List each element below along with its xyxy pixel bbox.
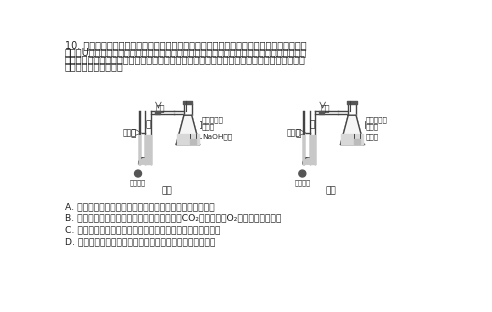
Text: 点，实验中定时记录右管液面高度相对于参考点的变化（忽略其他原因引起的容积变化）。下: 点，实验中定时记录右管液面高度相对于参考点的变化（忽略其他原因引起的容积变化）。… bbox=[64, 54, 306, 64]
Text: NaOH溶液: NaOH溶液 bbox=[202, 134, 232, 140]
Text: 活栓: 活栓 bbox=[320, 105, 330, 114]
Polygon shape bbox=[340, 115, 364, 144]
Circle shape bbox=[299, 170, 306, 177]
Text: 调节螺旋: 调节螺旋 bbox=[294, 179, 310, 186]
Text: 蒸馏水: 蒸馏水 bbox=[366, 134, 379, 140]
Text: 葡萄糖溶液: 葡萄糖溶液 bbox=[366, 116, 388, 123]
Text: A. 甲组右管液面变化，表示的是微生物呼吸时氧气的消耗量: A. 甲组右管液面变化，表示的是微生物呼吸时氧气的消耗量 bbox=[64, 202, 214, 211]
Text: 活栓: 活栓 bbox=[156, 105, 165, 114]
Polygon shape bbox=[176, 115, 199, 144]
Text: 微生物: 微生物 bbox=[202, 124, 215, 130]
Text: 葡萄糖溶液: 葡萄糖溶液 bbox=[202, 116, 224, 123]
Text: C. 甲组右管液面升高，乙组不变，说明微生物只进行有氧呼吸: C. 甲组右管液面升高，乙组不变，说明微生物只进行有氧呼吸 bbox=[64, 225, 220, 234]
Text: 列有关说法不正确的是: 列有关说法不正确的是 bbox=[64, 61, 123, 71]
Text: 微生物: 微生物 bbox=[366, 124, 379, 130]
Text: 甲组: 甲组 bbox=[161, 186, 172, 195]
Text: 右: 右 bbox=[145, 120, 151, 129]
Text: 10. 某研究小组利用检测气压变化的密闭装置来探究微生物的呼吸，实验设计如下。关闭活: 10. 某研究小组利用检测气压变化的密闭装置来探究微生物的呼吸，实验设计如下。关… bbox=[64, 41, 306, 51]
Text: B. 乙组右管液面变化，表示的是微生物呼吸时CO₂的释放量和O₂消耗量之间的差值: B. 乙组右管液面变化，表示的是微生物呼吸时CO₂的释放量和O₂消耗量之间的差值 bbox=[64, 214, 281, 223]
Text: 栓后，U形管右管液面高度变化反映瓶中气体体积变化。实验开始时将右管液面高度调至参考: 栓后，U形管右管液面高度变化反映瓶中气体体积变化。实验开始时将右管液面高度调至参… bbox=[64, 47, 307, 57]
Text: 参考点: 参考点 bbox=[287, 128, 301, 137]
Text: D. 甲组右管液面不变，乙组下降，说明微生物进行乳酸发酵: D. 甲组右管液面不变，乙组下降，说明微生物进行乳酸发酵 bbox=[64, 237, 215, 246]
Text: 左: 左 bbox=[131, 129, 136, 138]
Text: 调节螺旋: 调节螺旋 bbox=[130, 179, 146, 186]
Text: 右: 右 bbox=[309, 120, 315, 129]
Text: 参考点: 参考点 bbox=[123, 128, 136, 137]
Text: 左: 左 bbox=[295, 129, 301, 138]
Text: 乙组: 乙组 bbox=[325, 186, 336, 195]
Circle shape bbox=[134, 170, 142, 177]
